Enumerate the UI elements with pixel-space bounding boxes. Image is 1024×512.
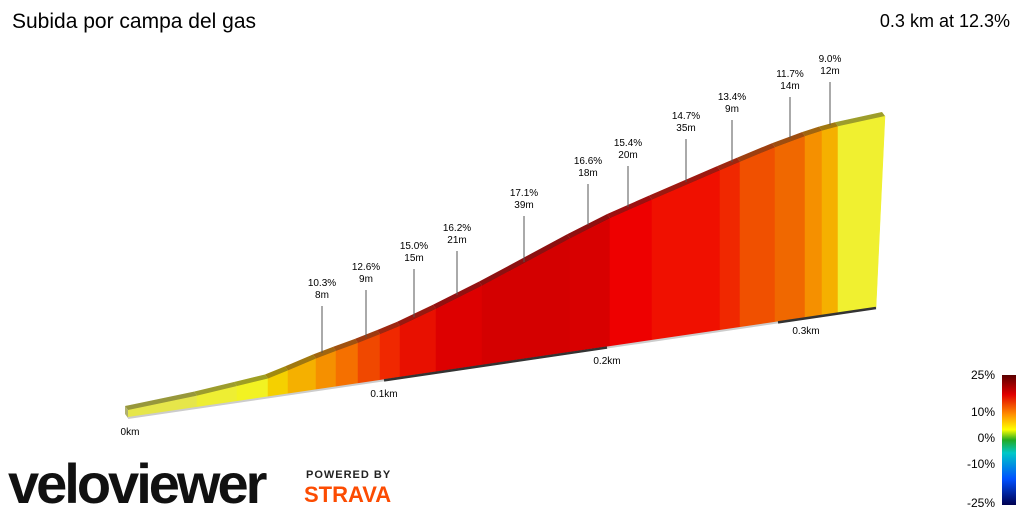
legend-tick-label: -25% xyxy=(967,496,995,510)
strava: STRAVA xyxy=(304,482,391,507)
grade-label: 15.4% xyxy=(614,138,642,149)
length-label: 35m xyxy=(676,123,695,134)
profile-top-shade xyxy=(802,126,822,137)
profile-top-shade xyxy=(285,354,316,371)
profile-slice xyxy=(379,325,401,382)
profile-top-shade xyxy=(234,374,268,387)
profile-top xyxy=(377,321,400,335)
profile-top xyxy=(355,330,380,343)
grade-label: 17.1% xyxy=(510,188,538,199)
grade-label: 14.7% xyxy=(672,111,700,122)
length-label: 20m xyxy=(618,150,637,161)
grade-label: 13.4% xyxy=(718,92,746,103)
baseline-dark xyxy=(777,306,877,324)
profile-top-shade xyxy=(355,330,380,343)
legend-tick-label: 0% xyxy=(978,431,996,445)
x-tick-label: 0.3km xyxy=(792,326,819,337)
profile-slice xyxy=(651,169,721,342)
profile-top-shade xyxy=(649,166,720,200)
profile-top-shade xyxy=(737,143,775,162)
profile-slice xyxy=(435,285,483,373)
profile-top xyxy=(397,304,436,326)
profile-top-shade xyxy=(313,346,336,359)
profile-slice xyxy=(774,135,806,324)
logo: veloviewer xyxy=(8,452,267,512)
profile-slice xyxy=(837,115,886,314)
profile-slice xyxy=(569,217,611,354)
grade-label: 16.2% xyxy=(443,223,471,234)
profile-top-shade xyxy=(125,391,197,410)
subtitle: 0.3 km at 12.3% xyxy=(880,11,1010,31)
legend-tick-label: 10% xyxy=(971,405,995,419)
grade-label: 11.7% xyxy=(776,69,804,80)
profile-top-shade xyxy=(397,304,436,326)
baseline-dark xyxy=(383,346,608,382)
length-label: 9m xyxy=(725,104,739,115)
length-label: 15m xyxy=(404,253,423,264)
profile-top xyxy=(194,382,237,396)
grade-label: 9.0% xyxy=(819,54,842,65)
profile-slice xyxy=(609,199,653,348)
profile-slice xyxy=(804,130,823,319)
profile-top xyxy=(567,214,610,239)
grade-label: 10.3% xyxy=(308,278,336,289)
profile-top-shade xyxy=(194,382,237,396)
profile-top xyxy=(433,281,482,309)
length-label: 12m xyxy=(820,66,839,77)
profile-top xyxy=(265,366,288,379)
profile-top xyxy=(717,157,740,171)
profile-top-shade xyxy=(819,122,838,131)
profile-top xyxy=(234,374,268,387)
profile-top-shade xyxy=(265,366,288,379)
profile-top-shade xyxy=(835,112,885,127)
profile-top-shade xyxy=(433,281,482,309)
profile-top xyxy=(772,132,805,148)
profile-top xyxy=(802,126,822,137)
profile-top xyxy=(125,391,197,410)
profile-slice xyxy=(739,146,776,329)
profile-top-shade xyxy=(772,132,805,148)
profile-top xyxy=(333,338,358,351)
profile-top-shade xyxy=(607,195,652,219)
length-label: 18m xyxy=(578,168,597,179)
legend-bar xyxy=(1002,375,1016,505)
profile-top xyxy=(313,346,336,359)
profile-start xyxy=(125,406,128,418)
length-label: 21m xyxy=(447,235,466,246)
profile-top xyxy=(285,354,316,371)
legend-tick-label: -10% xyxy=(967,457,995,471)
legend-tick-label: 25% xyxy=(971,368,995,382)
profile-slice xyxy=(821,125,839,317)
profile-top-shade xyxy=(567,214,610,239)
x-tick-label: 0.1km xyxy=(370,389,397,400)
grade-label: 15.0% xyxy=(400,241,428,252)
profile-top-shade xyxy=(717,157,740,171)
profile-top xyxy=(835,112,885,127)
length-label: 8m xyxy=(315,290,329,301)
powered-by: POWERED BY xyxy=(306,469,391,481)
profile-slice xyxy=(719,161,741,332)
length-label: 14m xyxy=(780,81,799,92)
profile-top xyxy=(819,122,838,131)
profile-top xyxy=(649,166,720,200)
profile-slice xyxy=(357,333,381,385)
grade-label: 12.6% xyxy=(352,262,380,273)
x-tick-label: 0.2km xyxy=(593,356,620,367)
profile-top-shade xyxy=(377,321,400,335)
x-tick-label: 0km xyxy=(121,427,140,438)
profile-top xyxy=(737,143,775,162)
title: Subida por campa del gas xyxy=(12,10,256,33)
length-label: 39m xyxy=(514,200,533,211)
profile-top-shade xyxy=(333,338,358,351)
grade-label: 16.6% xyxy=(574,156,602,167)
length-label: 9m xyxy=(359,274,373,285)
profile-top xyxy=(607,195,652,219)
